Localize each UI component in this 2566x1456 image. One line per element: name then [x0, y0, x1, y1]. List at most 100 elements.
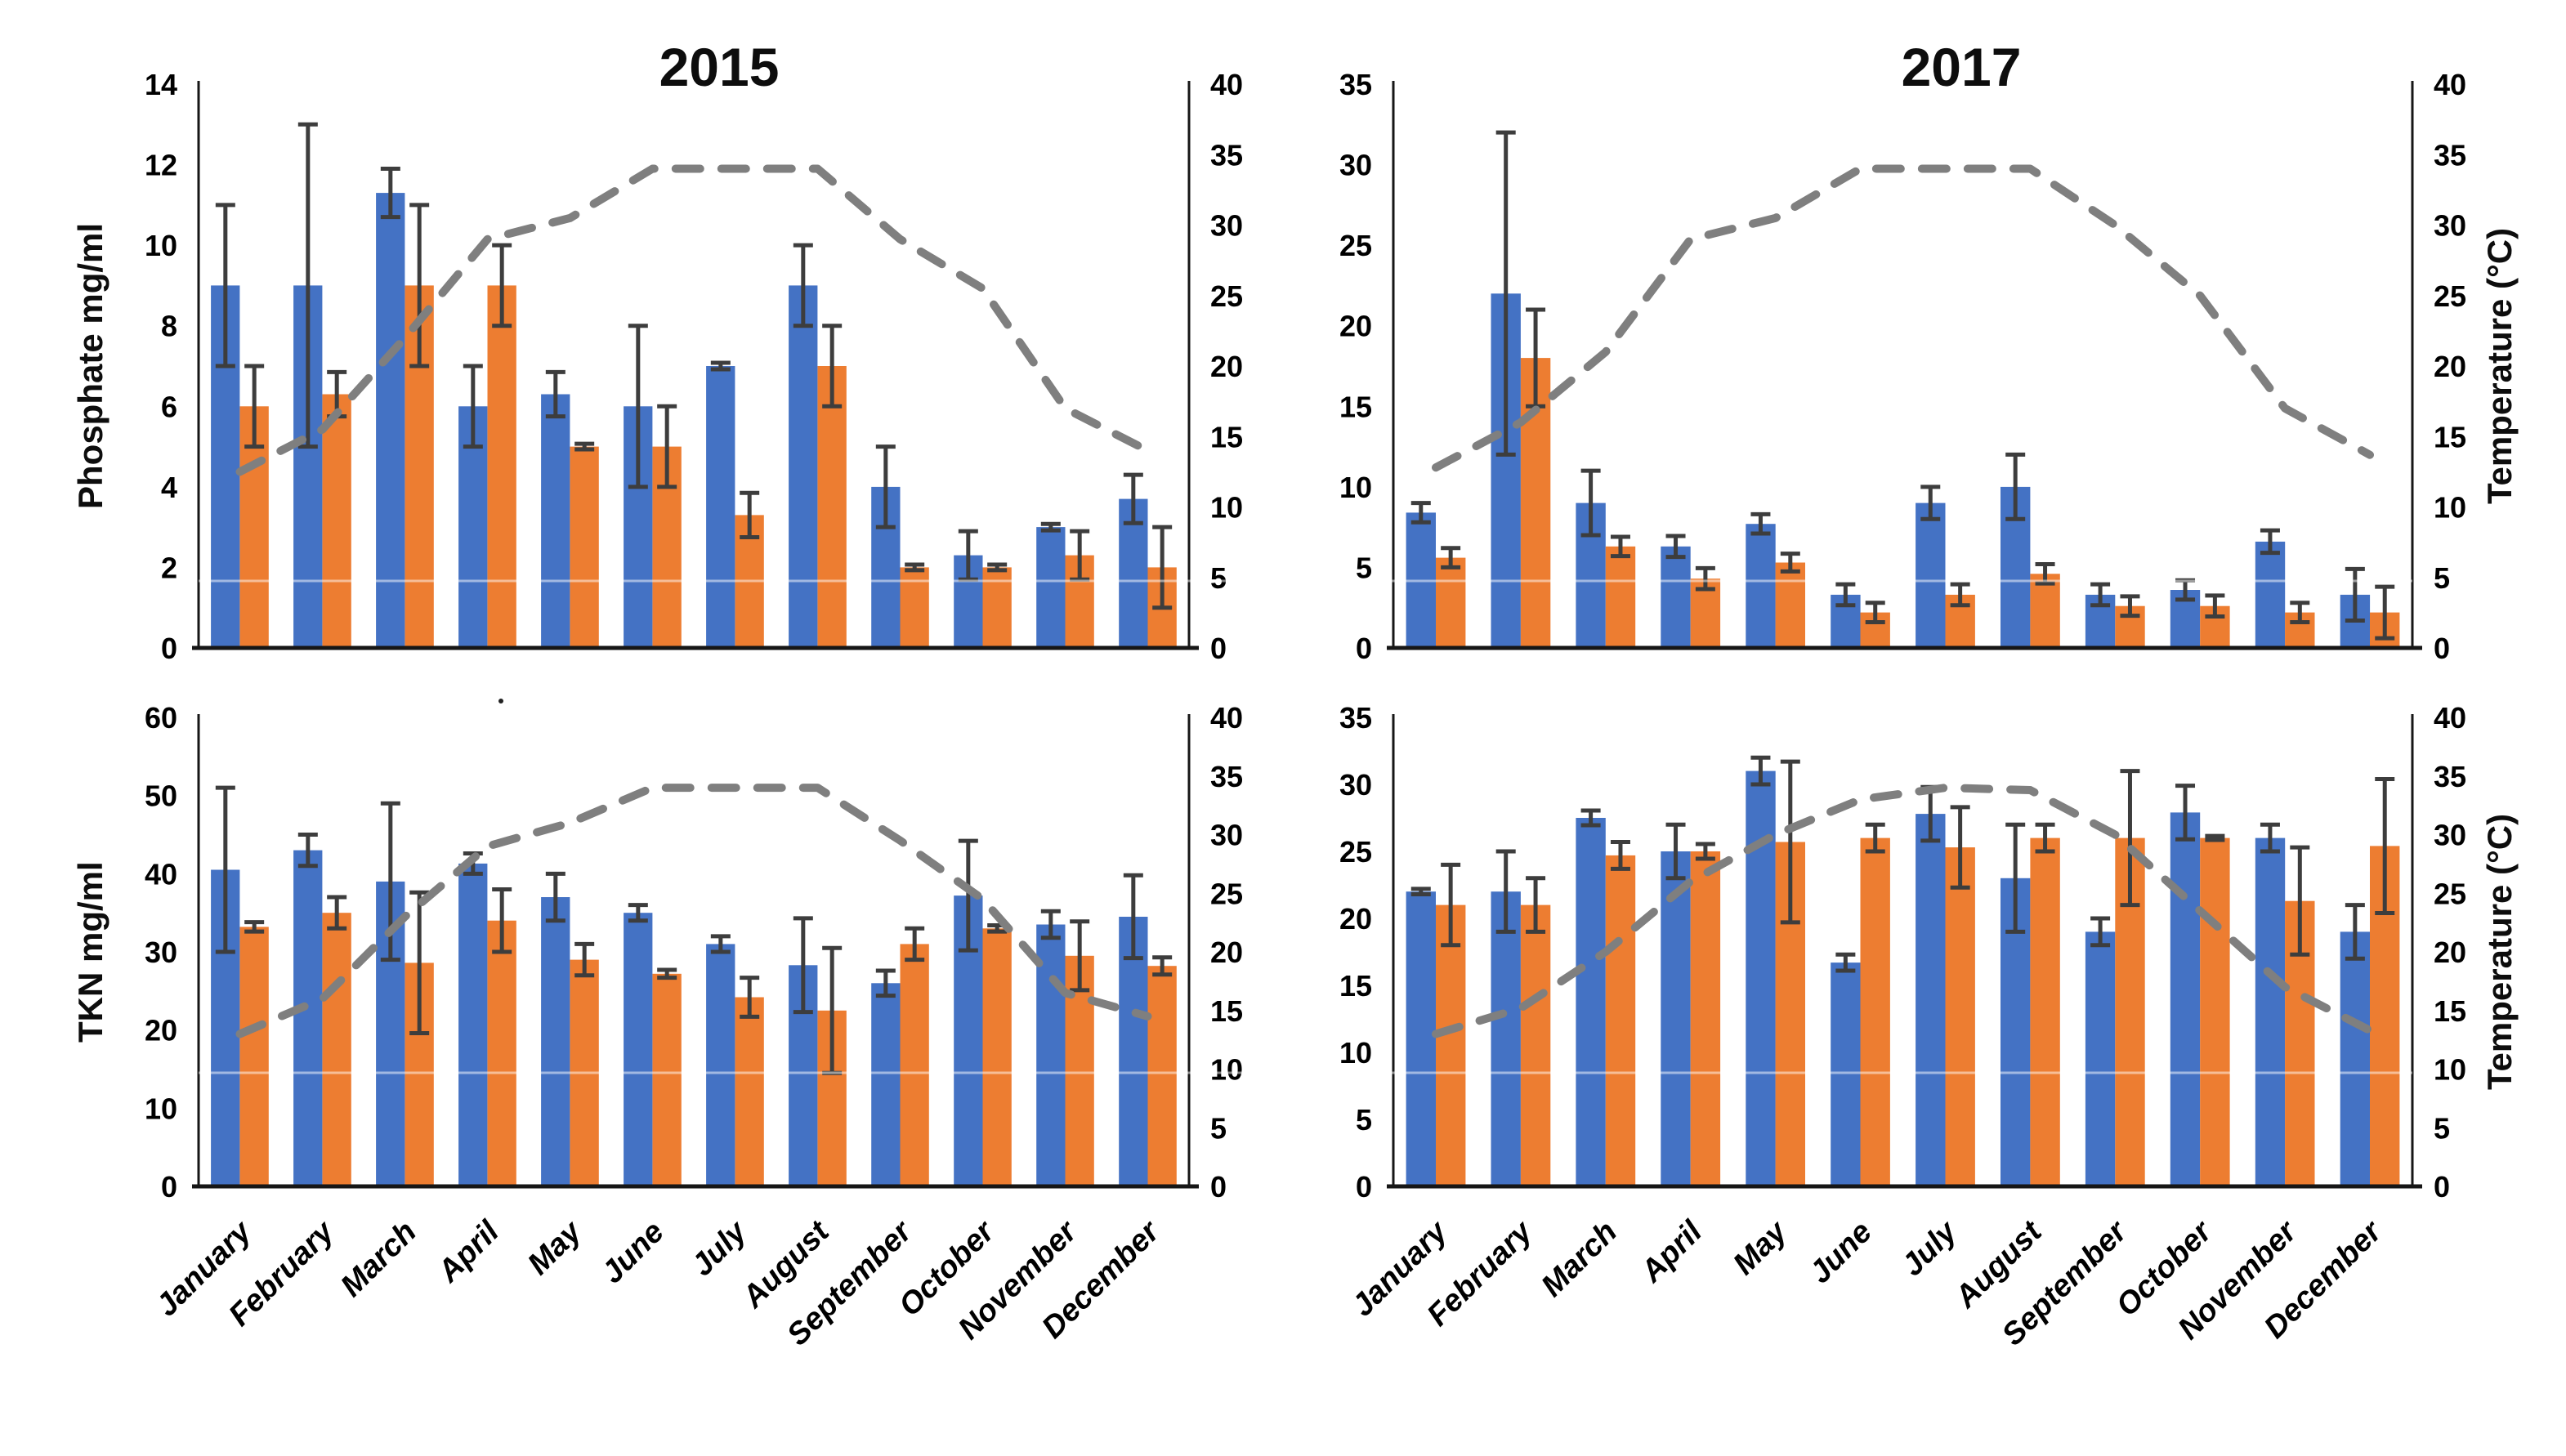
phosphate-2015-left-tick-14: 14 [145, 68, 177, 101]
tkn-2017-bar-orange-February [1520, 904, 1551, 1186]
tkn-2017-bar-blue-March [1576, 818, 1606, 1186]
phosphate-2015-bar-orange-October [982, 567, 1012, 648]
phosphate-2017-left-tick-10: 10 [1339, 471, 1372, 504]
tkn-2015-bar-blue-February [293, 850, 323, 1186]
tkn-2015-error-bar-blue-May [545, 871, 566, 923]
tkn-2017-error-bar-blue-August [2005, 822, 2026, 934]
chart-title-2015: 2015 [659, 37, 780, 97]
tkn-2015-error-bar-orange-June [657, 967, 677, 980]
phosphate-2017-right-tick-30: 30 [2434, 209, 2466, 243]
phosphate-2017-right-tick-10: 10 [2434, 491, 2466, 525]
tkn-2015-error-bar-orange-May [574, 941, 595, 978]
tkn-2017-left-tick-20: 20 [1339, 902, 1372, 936]
phosphate-2017-error-bar-orange-January [1441, 546, 1461, 569]
tkn-2015-bar-orange-September [900, 944, 929, 1186]
tkn-2017-error-bar-blue-November [2260, 822, 2280, 854]
tkn-2017-bar-blue-December [2340, 931, 2371, 1186]
tkn-2017-month-label-May: May [1727, 1213, 1795, 1281]
phosphate-2015-right-tick-10: 10 [1210, 491, 1243, 525]
tkn-2015-right-tick-40: 40 [1210, 701, 1243, 735]
y-axis-label-phosphate: Phosphate mg/ml [71, 222, 110, 510]
phosphate-2017-left-tick-20: 20 [1339, 310, 1372, 343]
tkn-2015-error-bar-blue-July [710, 934, 731, 954]
chart-phosphate-2017: 0 5 10 15 20 25 30 35 0 5 10 15 20 25 30 35 40 [1339, 68, 2466, 665]
tkn-2017-error-bar-orange-March [1610, 840, 1630, 871]
tkn-2015-right-tick-25: 25 [1210, 877, 1243, 910]
tkn-2017-bar-orange-April [1690, 851, 1721, 1186]
phosphate-2015-error-bar-blue-February [297, 122, 318, 449]
phosphate-2015-right-tick-15: 15 [1210, 420, 1243, 453]
tkn-2017-error-bar-orange-January [1441, 862, 1461, 948]
tkn-2017-bar-orange-June [1860, 837, 1890, 1186]
tkn-2015-bar-orange-December [1147, 966, 1177, 1186]
phosphate-2015-bar-blue-March [376, 193, 405, 649]
tkn-2017-bar-blue-July [1916, 814, 1946, 1186]
tkn-2017-bar-orange-October [2200, 837, 2230, 1186]
phosphate-2017-error-bar-blue-January [1410, 501, 1431, 525]
tkn-2015-error-bar-blue-June [628, 903, 648, 923]
phosphate-2015-left-tick-6: 6 [161, 390, 177, 423]
phosphate-2015-error-bar-blue-April [463, 364, 483, 449]
phosphate-2015-bar-orange-August [817, 366, 847, 648]
tkn-2015-right-tick-0: 0 [1210, 1170, 1227, 1204]
phosphate-2015-error-bar-blue-July [710, 360, 731, 372]
tkn-2017-left-tick-25: 25 [1339, 835, 1372, 869]
phosphate-2017-right-tick-15: 15 [2434, 420, 2466, 453]
phosphate-2015-error-bar-blue-March [380, 167, 400, 220]
phosphate-2015-left-tick-10: 10 [145, 229, 177, 262]
y-axis-label-temperature-bottom: Temperature (°C) [2480, 813, 2519, 1091]
phosphate-2015-error-bar-blue-June [628, 324, 648, 489]
phosphate-2017-left-tick-5: 5 [1356, 551, 1372, 584]
phosphate-2017-left-tick-15: 15 [1339, 390, 1372, 423]
tkn-2017-error-bar-orange-April [1695, 842, 1715, 861]
tkn-2017-right-tick-30: 30 [2434, 819, 2466, 852]
tkn-2015-error-bar-orange-September [905, 926, 925, 962]
tkn-2017-left-tick-0: 0 [1356, 1170, 1372, 1204]
tkn-2015-error-bar-orange-November [1070, 919, 1090, 993]
phosphate-2015-bar-blue-May [541, 394, 570, 648]
tkn-2015-left-tick-40: 40 [145, 857, 177, 891]
phosphate-2017-bar-blue-April [1661, 546, 1691, 648]
tkn-2015-bar-orange-February [322, 913, 351, 1186]
tkn-2017-right-tick-0: 0 [2434, 1170, 2450, 1204]
phosphate-2015-bar-blue-July [706, 366, 735, 648]
phosphate-2017-error-bar-blue-May [1750, 511, 1771, 536]
phosphate-2015-bar-orange-February [322, 394, 351, 648]
phosphate-2017-right-tick-20: 20 [2434, 350, 2466, 383]
tkn-2017-error-bar-blue-January [1410, 887, 1431, 896]
tkn-2015-left-tick-60: 60 [145, 701, 177, 735]
tkn-2017-left-tick-10: 10 [1339, 1036, 1372, 1070]
tkn-2017-left-tick-5: 5 [1356, 1103, 1372, 1137]
tkn-2015-temperature-line [235, 784, 1152, 1038]
phosphate-2017-bar-orange-January [1436, 557, 1466, 648]
phosphate-2015-error-bar-orange-December [1152, 525, 1173, 610]
tkn-2015-error-bar-blue-January [215, 785, 235, 954]
tkn-2017-bar-blue-November [2255, 837, 2286, 1186]
phosphate-2017-bar-blue-November [2255, 541, 2286, 648]
phosphate-2015-error-bar-orange-May [574, 441, 595, 452]
phosphate-2017-error-bar-blue-April [1665, 534, 1686, 560]
tkn-2015-bar-blue-November [1036, 924, 1066, 1186]
tkn-2017-bar-orange-August [2030, 837, 2060, 1186]
tkn-2017-bar-blue-October [2170, 812, 2201, 1186]
tkn-2015-bar-orange-April [487, 920, 516, 1186]
tkn-2017-error-bar-orange-August [2035, 822, 2055, 854]
phosphate-2017-error-bar-blue-July [1920, 485, 1941, 521]
tkn-2015-bar-blue-July [706, 944, 735, 1186]
tkn-2017-left-tick-35: 35 [1339, 701, 1372, 735]
phosphate-2017-bar-orange-March [1605, 546, 1636, 648]
tkn-2015-error-bar-orange-February [327, 895, 347, 931]
phosphate-2015-error-bar-orange-November [1070, 529, 1090, 582]
tkn-2017-month-label-July: July [1895, 1213, 1965, 1283]
tkn-2017-error-bar-orange-May [1780, 759, 1800, 925]
phosphate-2015-right-tick-40: 40 [1210, 68, 1243, 101]
tkn-2017-month-label-June: June [1803, 1215, 1878, 1290]
tkn-2017-bar-blue-May [1746, 770, 1776, 1186]
tkn-2015-right-tick-30: 30 [1210, 819, 1243, 852]
phosphate-2015-bar-orange-April [487, 285, 516, 648]
tkn-2017-right-tick-35: 35 [2434, 760, 2466, 793]
phosphate-2015-error-bar-orange-June [657, 404, 677, 489]
phosphate-2015-right-tick-30: 30 [1210, 209, 1243, 243]
tkn-2017-bar-blue-April [1661, 851, 1691, 1186]
